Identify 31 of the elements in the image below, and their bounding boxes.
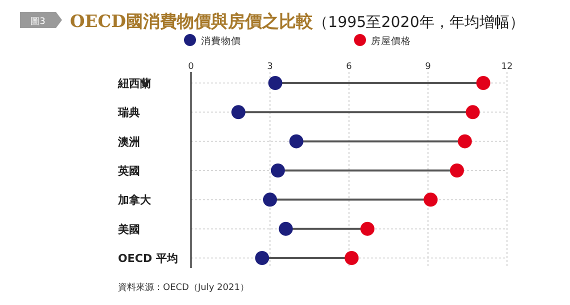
point xyxy=(344,251,359,265)
point xyxy=(255,251,270,265)
x-tick-label: 12 xyxy=(501,62,513,72)
x-tick-label: 6 xyxy=(346,62,352,72)
point xyxy=(231,105,246,120)
y-tick-label: 加拿大 xyxy=(117,194,152,207)
point xyxy=(268,76,282,90)
x-tick-label: 9 xyxy=(425,62,432,72)
x-tick-label: 3 xyxy=(267,62,273,72)
source-note: 資料來源：OECD（July 2021） xyxy=(118,282,249,293)
point xyxy=(263,192,277,207)
y-tick-label: 美國 xyxy=(117,222,140,236)
point xyxy=(360,222,374,236)
x-tick-label: 0 xyxy=(188,62,194,72)
point xyxy=(270,164,285,178)
y-tick-label: 澳洲 xyxy=(117,135,140,148)
point xyxy=(458,134,472,148)
caption: 圖3 xyxy=(30,17,46,27)
y-tick-label: OECD 平均 xyxy=(118,252,178,265)
y-tick-label: 紐西蘭 xyxy=(117,77,151,90)
chart-title: OECD國消費物價與房價之比較（1995至2020年，年均增幅） xyxy=(70,12,524,32)
legend-label: 消費物價 xyxy=(201,35,241,47)
point xyxy=(450,164,464,178)
point xyxy=(289,134,304,148)
legend-label: 房屋價格 xyxy=(371,35,411,47)
point xyxy=(466,105,480,120)
point xyxy=(476,76,490,90)
y-tick-label: 瑞典 xyxy=(117,106,140,120)
point xyxy=(278,222,293,236)
y-tick-label: 英國 xyxy=(117,164,140,178)
point xyxy=(424,192,438,207)
